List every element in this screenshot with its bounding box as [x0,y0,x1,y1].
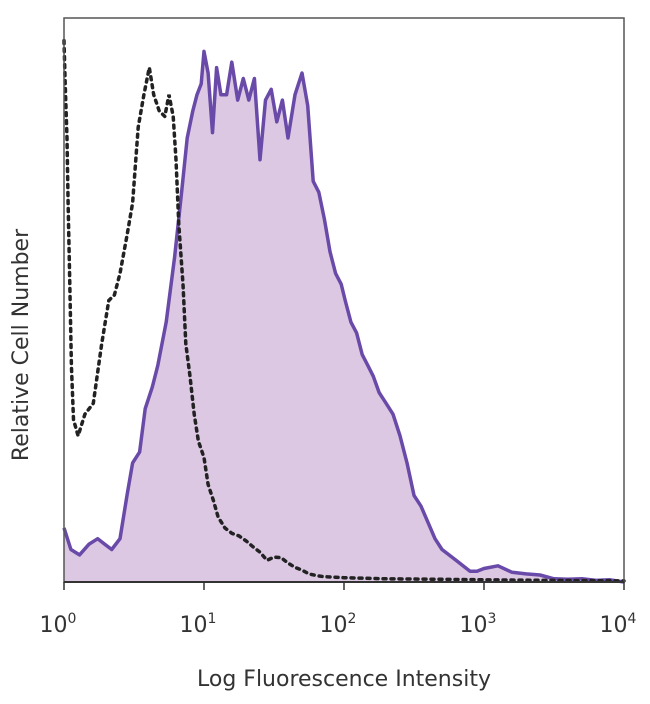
x-tick-label: 103 [460,611,497,638]
x-tick-label: 100 [40,611,77,638]
x-tick-label: 101 [180,611,217,638]
stained-histogram-line [62,49,625,584]
x-tick-label: 104 [600,611,637,638]
control-histogram-line [62,38,626,583]
stained-histogram-fill [64,51,624,582]
x-tick-label: 102 [320,611,357,638]
x-axis: 100 101 102 103 104 [40,581,637,638]
plot-area [62,38,626,584]
y-axis-title: Relative Cell Number [9,228,34,461]
x-axis-title: Log Fluorescence Intensity [197,667,491,692]
